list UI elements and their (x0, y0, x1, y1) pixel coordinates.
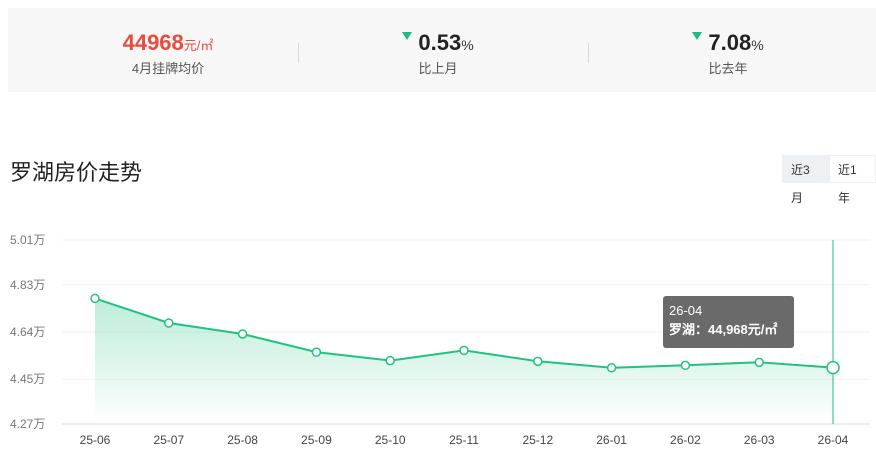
down-arrow-icon (692, 32, 703, 40)
x-tick-label: 25-10 (375, 433, 406, 447)
x-tick-label: 26-02 (670, 433, 701, 447)
year-change-caption: 比去年 (708, 61, 748, 76)
divider (298, 43, 299, 63)
x-tick-label: 25-06 (80, 433, 111, 447)
tab-3-months[interactable]: 近3月 (782, 155, 829, 205)
month-change-unit: % (461, 37, 474, 53)
y-tick-label: 4.64万 (10, 325, 45, 339)
month-change-stat: 0.53% 比上月 (338, 8, 538, 92)
data-point[interactable] (680, 360, 691, 371)
data-point[interactable] (606, 363, 617, 373)
data-point[interactable] (459, 345, 469, 356)
data-point[interactable] (90, 293, 100, 304)
price-trend-chart[interactable]: 5.01万 4.83万 4.64万 4.45万 4.27万 25-06 25-07 25-0… (0, 225, 876, 463)
data-point[interactable] (533, 356, 543, 367)
down-arrow-icon (402, 32, 413, 40)
divider (588, 43, 589, 63)
x-tick-label: 25-09 (301, 433, 332, 447)
avg-price-unit: 元/㎡ (183, 38, 214, 53)
section-title: 罗湖房价走势 (10, 160, 143, 185)
month-change-value: 0.53 (418, 30, 462, 55)
x-tick-label: 26-01 (596, 433, 627, 447)
avg-price-value: 44968 (122, 30, 184, 55)
summary-panel: 44968元/㎡ 4月挂牌均价 0.53% 比上月 7.08% 比去年 (8, 8, 876, 92)
data-point[interactable] (385, 355, 395, 366)
data-point[interactable] (237, 329, 248, 339)
year-change-value: 7.08 (708, 30, 752, 55)
y-tick-label: 4.27万 (10, 417, 45, 431)
tab-1-year[interactable]: 近1年 (829, 155, 876, 205)
y-tick-label: 4.45万 (10, 372, 45, 386)
x-tick-label: 25-11 (449, 433, 479, 447)
x-tick-label: 25-08 (227, 433, 258, 447)
range-tabs: 近3月 近1年 (782, 155, 876, 205)
year-change-unit: % (751, 37, 764, 53)
x-tick-label: 26-04 (818, 433, 849, 447)
y-tick-label: 4.83万 (10, 278, 45, 292)
x-tick-label: 25-12 (522, 433, 553, 447)
y-tick-label: 5.01万 (10, 233, 45, 247)
month-change-caption: 比上月 (418, 61, 458, 76)
data-point[interactable] (164, 318, 174, 328)
data-point[interactable] (826, 360, 840, 375)
avg-price-stat: 44968元/㎡ 4月挂牌均价 (68, 8, 268, 92)
chart-tooltip: 26-04 罗湖：44,968元/㎡ (663, 296, 794, 348)
x-tick-label: 25-07 (153, 433, 184, 447)
x-tick-label: 26-03 (744, 433, 775, 447)
data-point[interactable] (311, 347, 322, 357)
data-point[interactable] (754, 357, 764, 368)
tooltip-date: 26-04 (669, 303, 703, 318)
series-area (95, 298, 833, 424)
avg-price-caption: 4月挂牌均价 (131, 61, 205, 76)
tooltip-value: 罗湖：44,968元/㎡ (669, 322, 778, 337)
year-change-stat: 7.08% 比去年 (628, 8, 828, 92)
